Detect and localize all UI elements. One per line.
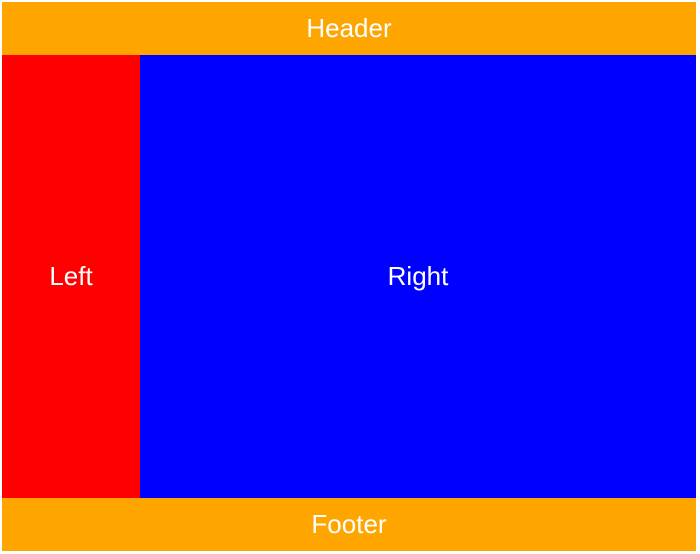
content-row: Left Right — [2, 55, 696, 498]
footer-region: Footer — [2, 498, 696, 551]
right-panel: Right — [140, 55, 696, 498]
header-region: Header — [2, 2, 696, 55]
header-label: Header — [306, 13, 392, 43]
left-label: Left — [49, 261, 93, 291]
footer-label: Footer — [311, 509, 387, 539]
right-label: Right — [387, 261, 449, 291]
left-panel: Left — [2, 55, 140, 498]
